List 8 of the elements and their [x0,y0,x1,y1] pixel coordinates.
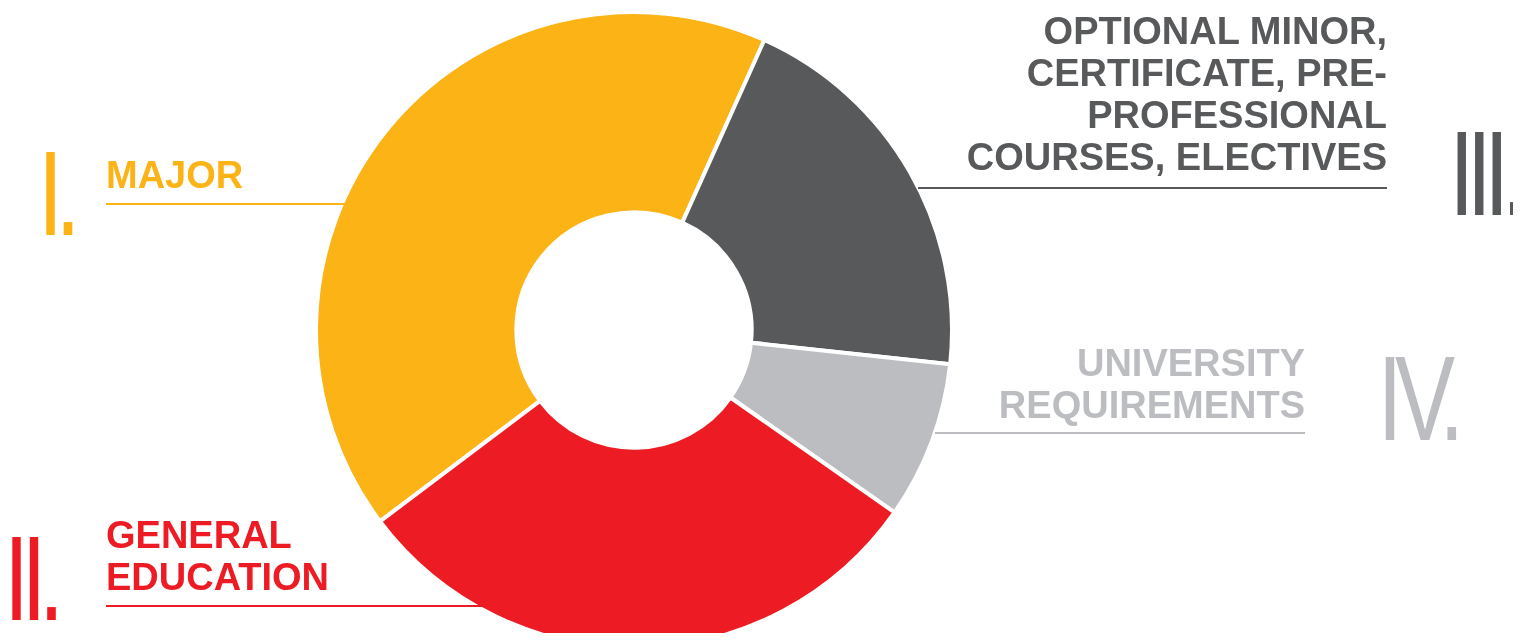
slice-label: GENERAL EDUCATION [106,514,331,598]
slice-label: OPTIONAL MINOR, CERTIFICATE, PRE-PROFESSIONAL COURSES, ELECTIVES [965,10,1387,178]
text: III. [1448,106,1514,240]
slice-label: UNIVERSITY REQUIREMENTS [997,342,1305,426]
text: I. [38,126,74,260]
slice-label: MAJOR [106,154,245,196]
text: IV. [1377,331,1457,465]
text: II. [7,511,57,635]
